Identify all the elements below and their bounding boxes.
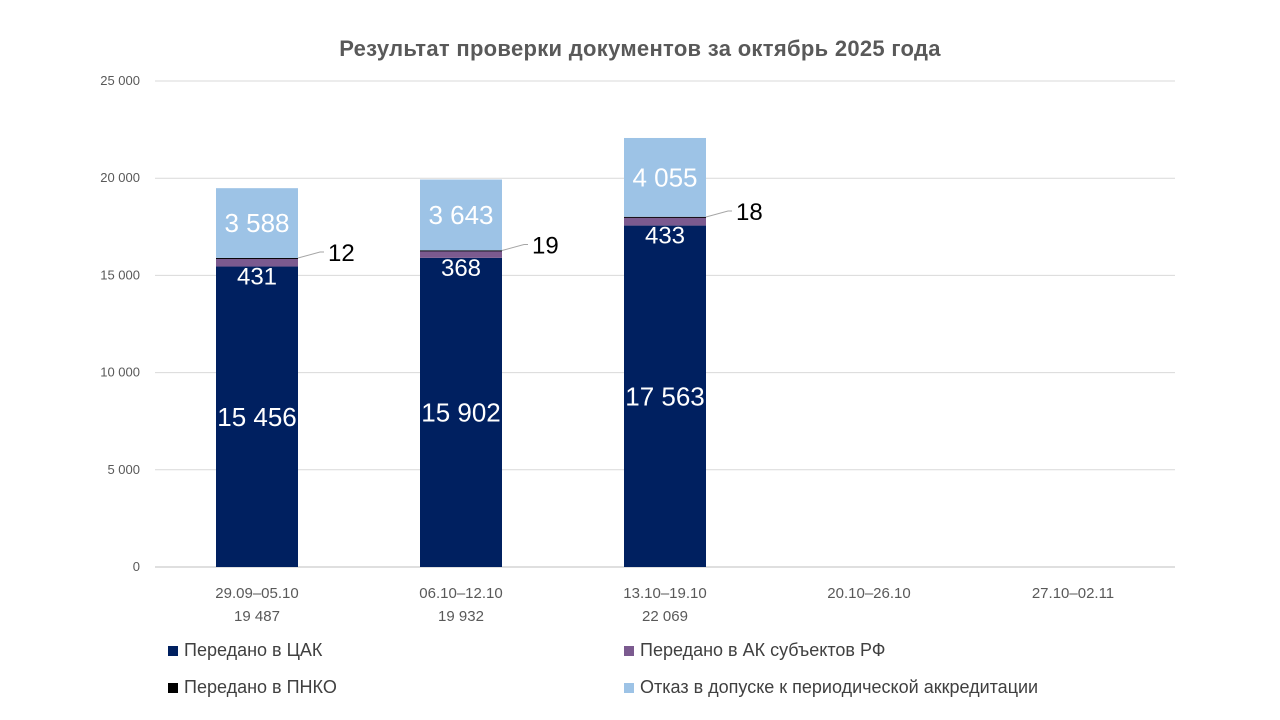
x-tick-label: 13.10–19.10 — [623, 585, 706, 602]
legend-label-pnko: Передано в ПНКО — [184, 677, 337, 697]
x-tick-label: 27.10–02.11 — [1032, 585, 1114, 602]
x-tick-label: 29.09–05.10 — [215, 585, 298, 602]
legend-swatch-cak — [168, 645, 178, 656]
x-tick-total: 22 069 — [642, 608, 688, 625]
data-label-refusal: 3 643 — [428, 200, 493, 230]
y-tick-label: 20 000 — [100, 170, 140, 185]
data-label-refusal: 3 588 — [224, 208, 289, 238]
bar-refusal — [216, 188, 298, 258]
y-tick-label: 10 000 — [100, 365, 140, 380]
data-label-ak-subjects: 433 — [645, 223, 685, 250]
bar-cak — [624, 225, 706, 567]
bar-ak-subjects — [420, 250, 502, 258]
data-label-cak: 15 902 — [421, 397, 501, 427]
data-label-leader — [297, 251, 324, 259]
data-label-cak: 15 456 — [217, 402, 297, 432]
data-label-leader — [705, 210, 732, 218]
legend-label-refusal: Отказ в допуске к периодической аккредит… — [640, 677, 1039, 697]
legend-item-refusal: Отказ в допуске к периодической аккредит… — [624, 677, 1038, 698]
bar-ak-subjects — [216, 258, 298, 267]
data-label-refusal: 4 055 — [632, 162, 697, 192]
legend-label-ak-subjects: Передано в АК субъектов РФ — [640, 640, 886, 660]
y-tick-label: 5 000 — [107, 462, 140, 477]
bar-cak — [420, 257, 502, 567]
chart-title: Результат проверки документов за октябрь… — [339, 36, 941, 61]
x-tick-label: 06.10–12.10 — [419, 585, 502, 602]
x-tick-total: 19 932 — [438, 608, 484, 625]
data-label-pnko: 18 — [736, 199, 763, 226]
bar-refusal — [624, 137, 706, 217]
bar-ak-subjects — [624, 217, 706, 226]
legend-label-cak: Передано в ЦАК — [184, 640, 323, 660]
bar-pnko — [624, 216, 706, 218]
y-tick-label: 15 000 — [100, 267, 140, 282]
x-tick-label: 20.10–26.10 — [827, 585, 910, 602]
y-tick-label: 0 — [133, 559, 140, 574]
y-tick-label: 25 000 — [100, 73, 140, 88]
legend-item-cak: Передано в ЦАК — [168, 640, 322, 661]
bar-cak — [216, 266, 298, 567]
x-tick-total: 19 487 — [234, 608, 280, 625]
bar-pnko — [420, 250, 502, 252]
data-label-ak-subjects: 431 — [237, 264, 277, 291]
legend-swatch-pnko — [168, 682, 178, 693]
legend-item-pnko: Передано в ПНКО — [168, 677, 337, 698]
data-label-pnko: 12 — [328, 240, 355, 267]
bar-pnko — [216, 257, 298, 259]
chart-legend: Передано в ЦАК Передано в АК субъектов Р… — [168, 640, 1168, 704]
legend-swatch-ak-subjects — [624, 645, 634, 656]
data-label-pnko: 19 — [532, 233, 559, 260]
bar-refusal — [420, 179, 502, 251]
data-label-ak-subjects: 368 — [441, 255, 481, 282]
data-label-leader — [501, 244, 528, 252]
legend-item-ak-subjects: Передано в АК субъектов РФ — [624, 640, 885, 661]
data-label-cak: 17 563 — [625, 381, 705, 411]
legend-swatch-refusal — [624, 682, 634, 693]
